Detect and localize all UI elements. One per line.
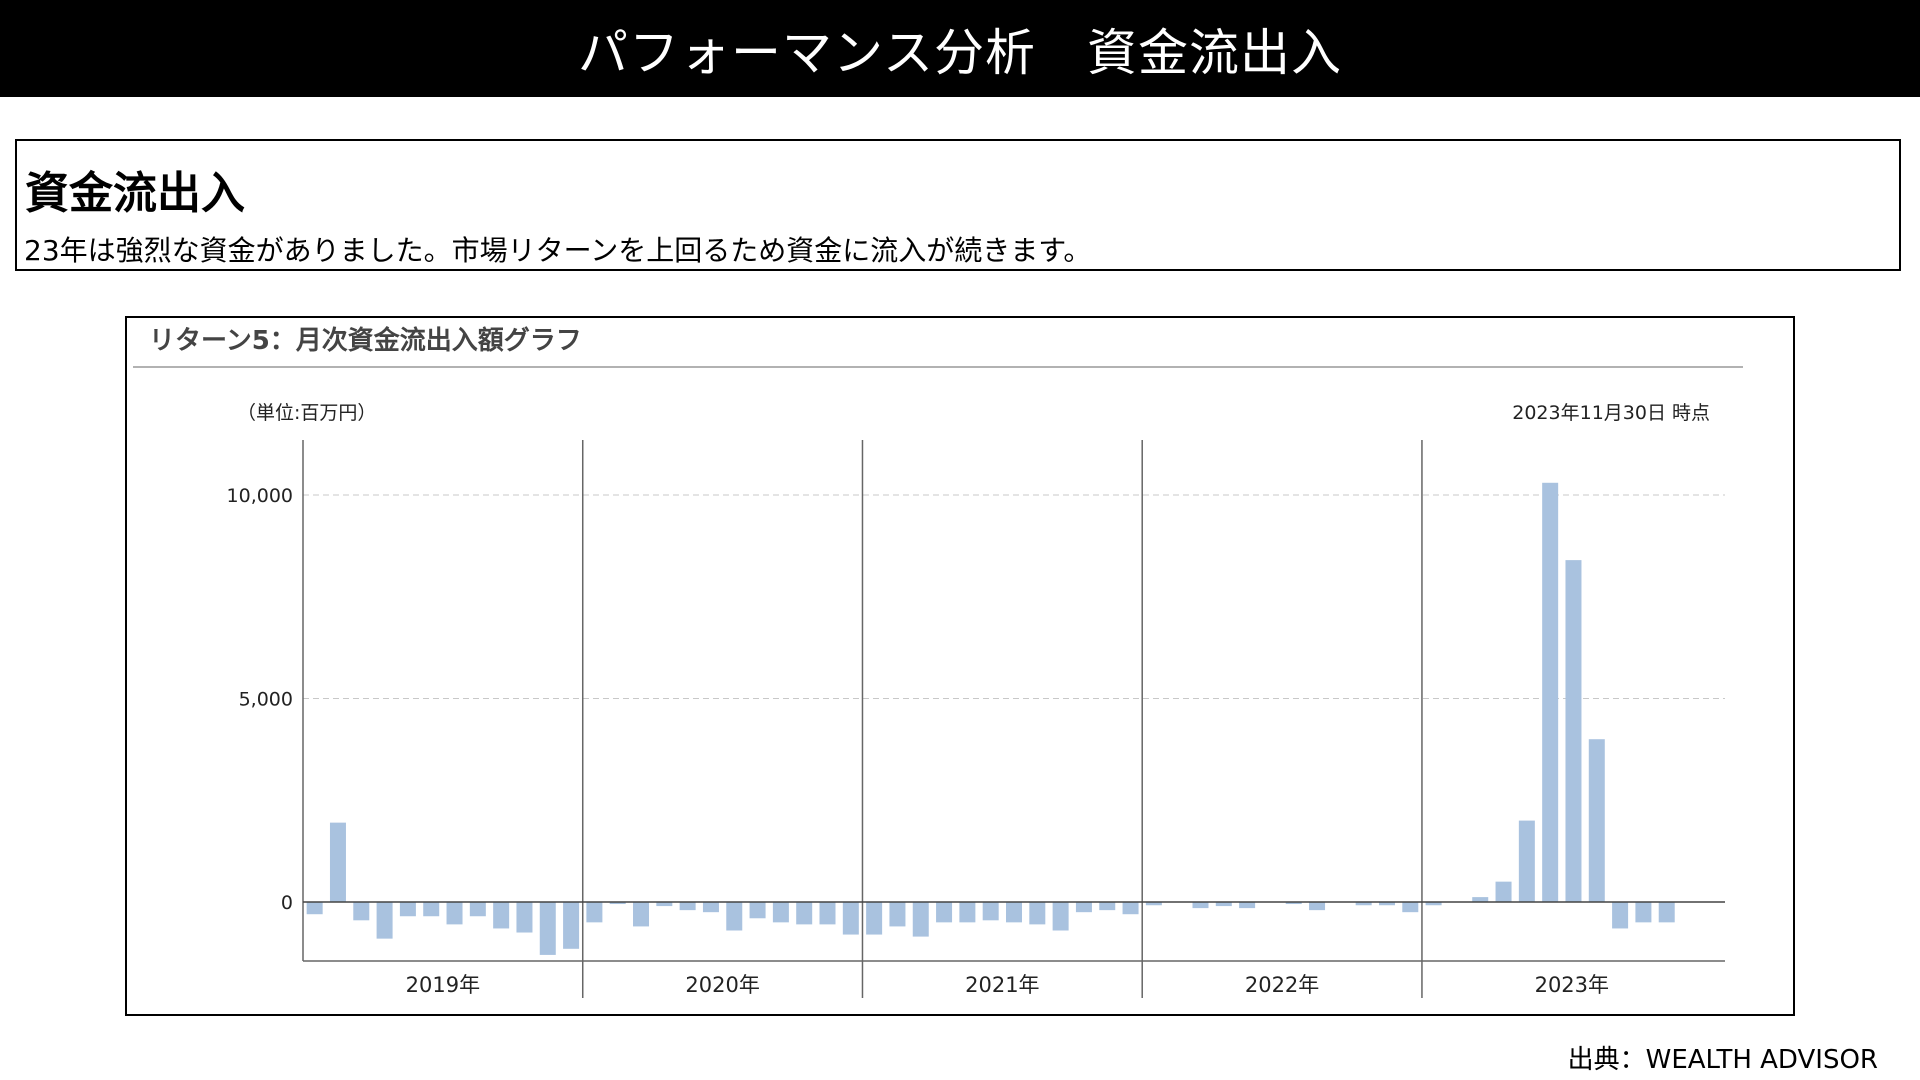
- bar: [399, 902, 416, 917]
- bar: [1099, 902, 1116, 911]
- y-tick-label: 5,000: [239, 689, 293, 711]
- x-tick-label: 2023年: [1535, 973, 1609, 997]
- title-bar: パフォーマンス分析 資金流出入: [0, 0, 1920, 97]
- y-tick-label: 0: [281, 892, 293, 914]
- bar: [656, 902, 673, 907]
- bar: [353, 902, 370, 921]
- bar: [586, 902, 603, 923]
- page-title: パフォーマンス分析 資金流出入: [578, 23, 1342, 82]
- bar: [1075, 902, 1092, 913]
- chart-title: リターン5：月次資金流出入額グラフ: [149, 325, 582, 356]
- axis-layer: 0 5,000 10,000 2019年 2020年 2021年 2022年 2023年: [227, 440, 1725, 998]
- x-tick-label: 2022年: [1245, 973, 1319, 997]
- bar: [446, 902, 463, 925]
- bar: [1518, 820, 1535, 902]
- bar: [1402, 902, 1419, 913]
- bar: [1052, 902, 1069, 931]
- source-credit: 出典：WEALTH ADVISOR: [1567, 1045, 1878, 1075]
- bar: [633, 902, 650, 927]
- bar: [329, 822, 346, 902]
- x-tick-label: 2019年: [406, 973, 480, 997]
- bar: [376, 902, 393, 939]
- bar: [796, 902, 813, 925]
- bar: [726, 902, 743, 931]
- bar: [702, 902, 719, 913]
- unit-label: （単位:百万円）: [237, 402, 376, 424]
- bar: [1658, 902, 1675, 923]
- as-of-date: 2023年11月30日 時点: [1512, 402, 1710, 424]
- bar: [1029, 902, 1046, 925]
- bar: [1495, 881, 1512, 902]
- bar: [819, 902, 836, 925]
- bar: [1145, 902, 1162, 906]
- fund-flow-chart: リターン5：月次資金流出入額グラフ （単位:百万円） 2023年11月30日 時…: [133, 325, 1743, 998]
- summary-text: 23年は強烈な資金がありました。市場リターンを上回るため資金に流入が続きます。: [24, 234, 1092, 267]
- bar: [1378, 902, 1395, 906]
- bar: [959, 902, 976, 923]
- bar: [679, 902, 696, 911]
- grid-layer: [303, 494, 1725, 699]
- bar: [1565, 560, 1582, 902]
- chart-panel: リターン5：月次資金流出入額グラフ （単位:百万円） 2023年11月30日 時…: [125, 316, 1795, 1016]
- bar: [982, 902, 999, 921]
- bar: [772, 902, 789, 923]
- bar: [423, 902, 440, 917]
- x-tick-label: 2021年: [965, 973, 1039, 997]
- bar: [1635, 902, 1652, 923]
- bar: [912, 902, 929, 937]
- bar: [1006, 902, 1022, 923]
- y-tick-label: 10,000: [227, 485, 293, 507]
- bar: [563, 902, 580, 949]
- bar: [1425, 902, 1442, 906]
- bar: [1472, 897, 1489, 902]
- bar: [1612, 902, 1629, 929]
- bar: [306, 902, 323, 915]
- bar: [1309, 902, 1326, 911]
- bar: [936, 902, 953, 923]
- bar: [1215, 902, 1232, 907]
- bars-layer: [306, 482, 1675, 955]
- bar: [493, 902, 510, 929]
- bar: [866, 902, 883, 935]
- bar: [1355, 902, 1372, 906]
- bar: [1542, 482, 1559, 902]
- summary-box: 資金流出入 23年は強烈な資金がありました。市場リターンを上回るため資金に流入が…: [15, 139, 1901, 271]
- bar: [609, 902, 626, 905]
- bar: [842, 902, 859, 935]
- bar: [749, 902, 766, 919]
- bar: [1285, 902, 1302, 905]
- x-tick-label: 2020年: [685, 973, 759, 997]
- bar: [1122, 902, 1139, 915]
- bar: [516, 902, 533, 933]
- bar: [1588, 739, 1605, 902]
- summary-heading: 資金流出入: [25, 168, 245, 219]
- bar: [1192, 902, 1209, 909]
- bar: [889, 902, 906, 927]
- bar: [539, 902, 556, 955]
- bar: [469, 902, 486, 917]
- bar: [1239, 902, 1256, 909]
